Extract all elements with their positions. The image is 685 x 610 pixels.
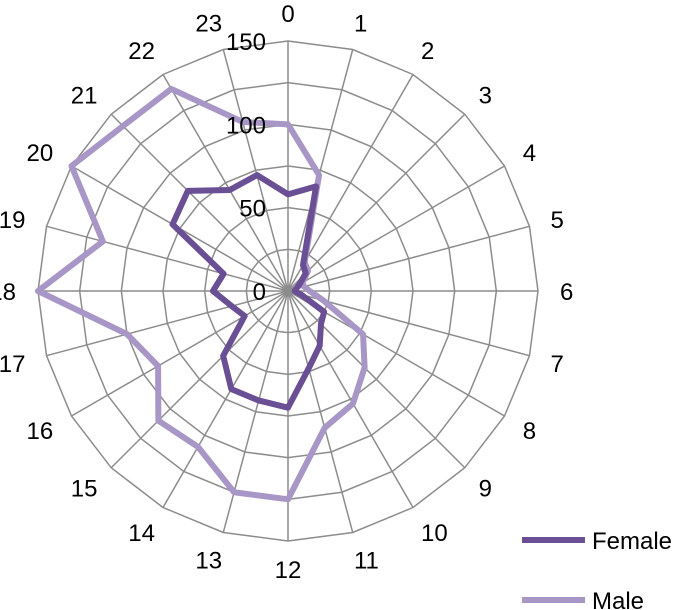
category-label: 5 (551, 207, 564, 234)
category-label: 16 (27, 418, 54, 445)
category-labels: 01234567891011121314151617181920212223 (0, 1, 573, 584)
category-label: 17 (0, 351, 25, 378)
grid-spoke (162, 290, 289, 508)
grid-spoke (287, 113, 466, 292)
grid-spoke (46, 225, 289, 292)
category-label: 20 (27, 140, 54, 167)
grid-spoke (222, 49, 289, 292)
category-label: 10 (421, 520, 448, 547)
legend: Female Male (522, 528, 672, 610)
category-label: 15 (71, 476, 98, 503)
category-label: 23 (195, 10, 222, 37)
category-label: 7 (551, 351, 564, 378)
grid-spoke (46, 290, 289, 357)
category-label: 4 (523, 140, 536, 167)
category-label: 0 (281, 1, 294, 28)
grid-spoke (110, 113, 289, 292)
category-label: 18 (0, 279, 16, 306)
grid-spoke (287, 290, 354, 533)
tick-label: 50 (239, 196, 266, 223)
grid-spoke (162, 74, 289, 292)
category-label: 19 (0, 207, 25, 234)
category-label: 11 (354, 548, 379, 575)
series-line-female (169, 172, 328, 411)
legend-label-female: Female (592, 528, 672, 555)
series-line-male (35, 85, 368, 503)
grid-spoke (287, 290, 466, 469)
radial-tick-labels: 0 50 100 150 (226, 29, 266, 306)
category-label: 22 (128, 38, 155, 65)
category-label: 3 (479, 82, 492, 109)
category-label: 1 (354, 10, 367, 37)
category-label: 14 (128, 520, 155, 547)
legend-label-male: Male (592, 588, 644, 610)
category-label: 6 (560, 279, 573, 306)
category-label: 21 (71, 82, 98, 109)
grid-spoke (71, 290, 289, 417)
grid-spoke (287, 165, 505, 292)
grid-spoke (287, 225, 530, 292)
radar-grid (37, 40, 539, 542)
radar-series-layer (35, 85, 368, 503)
category-label: 12 (275, 557, 302, 584)
grid-spoke (287, 49, 354, 292)
category-label: 9 (479, 476, 492, 503)
tick-label: 0 (253, 279, 266, 306)
tick-label: 150 (226, 29, 266, 56)
category-label: 13 (195, 548, 222, 575)
grid-spoke (287, 290, 414, 508)
category-label: 8 (523, 418, 536, 445)
category-label: 2 (421, 38, 434, 65)
grid-spoke (110, 290, 289, 469)
tick-label: 100 (226, 112, 266, 139)
